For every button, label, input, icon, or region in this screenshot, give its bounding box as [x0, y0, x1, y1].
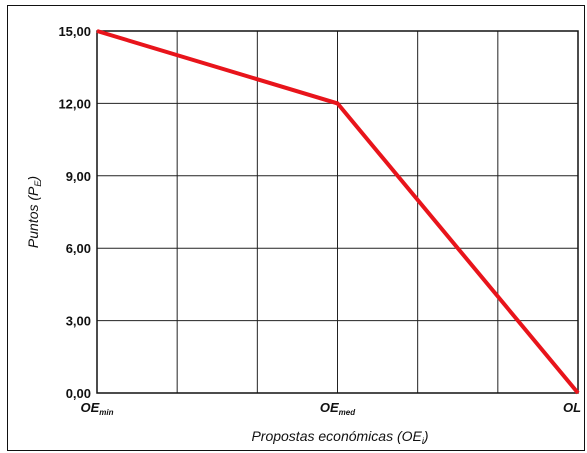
y-tick-label: 0,00	[66, 386, 91, 401]
chart-frame	[7, 5, 585, 451]
y-tick-label: 15,00	[58, 24, 91, 39]
y-tick-label: 9,00	[66, 169, 91, 184]
y-tick-label: 3,00	[66, 314, 91, 329]
series-layer	[96, 29, 580, 395]
data-point	[337, 102, 338, 104]
x-axis-title: Propostas económicas (OEi)	[251, 428, 428, 446]
plot-area	[96, 30, 579, 394]
data-point	[96, 30, 98, 32]
x-axis-ticks: OEmin OEmed OL	[80, 400, 581, 417]
x-tick-label: OL	[563, 400, 581, 415]
y-tick-label: 6,00	[66, 241, 91, 256]
data-point	[577, 392, 579, 394]
y-axis-title: Puntos (PE)	[25, 176, 43, 248]
y-tick-label: 12,00	[58, 96, 91, 111]
y-axis-ticks: 0,00 3,00 6,00 9,00 12,00 15,00	[58, 24, 91, 401]
x-tick-label: OEmed	[320, 400, 356, 417]
grid-lines	[97, 31, 578, 393]
x-tick-label: OEmin	[80, 400, 113, 417]
